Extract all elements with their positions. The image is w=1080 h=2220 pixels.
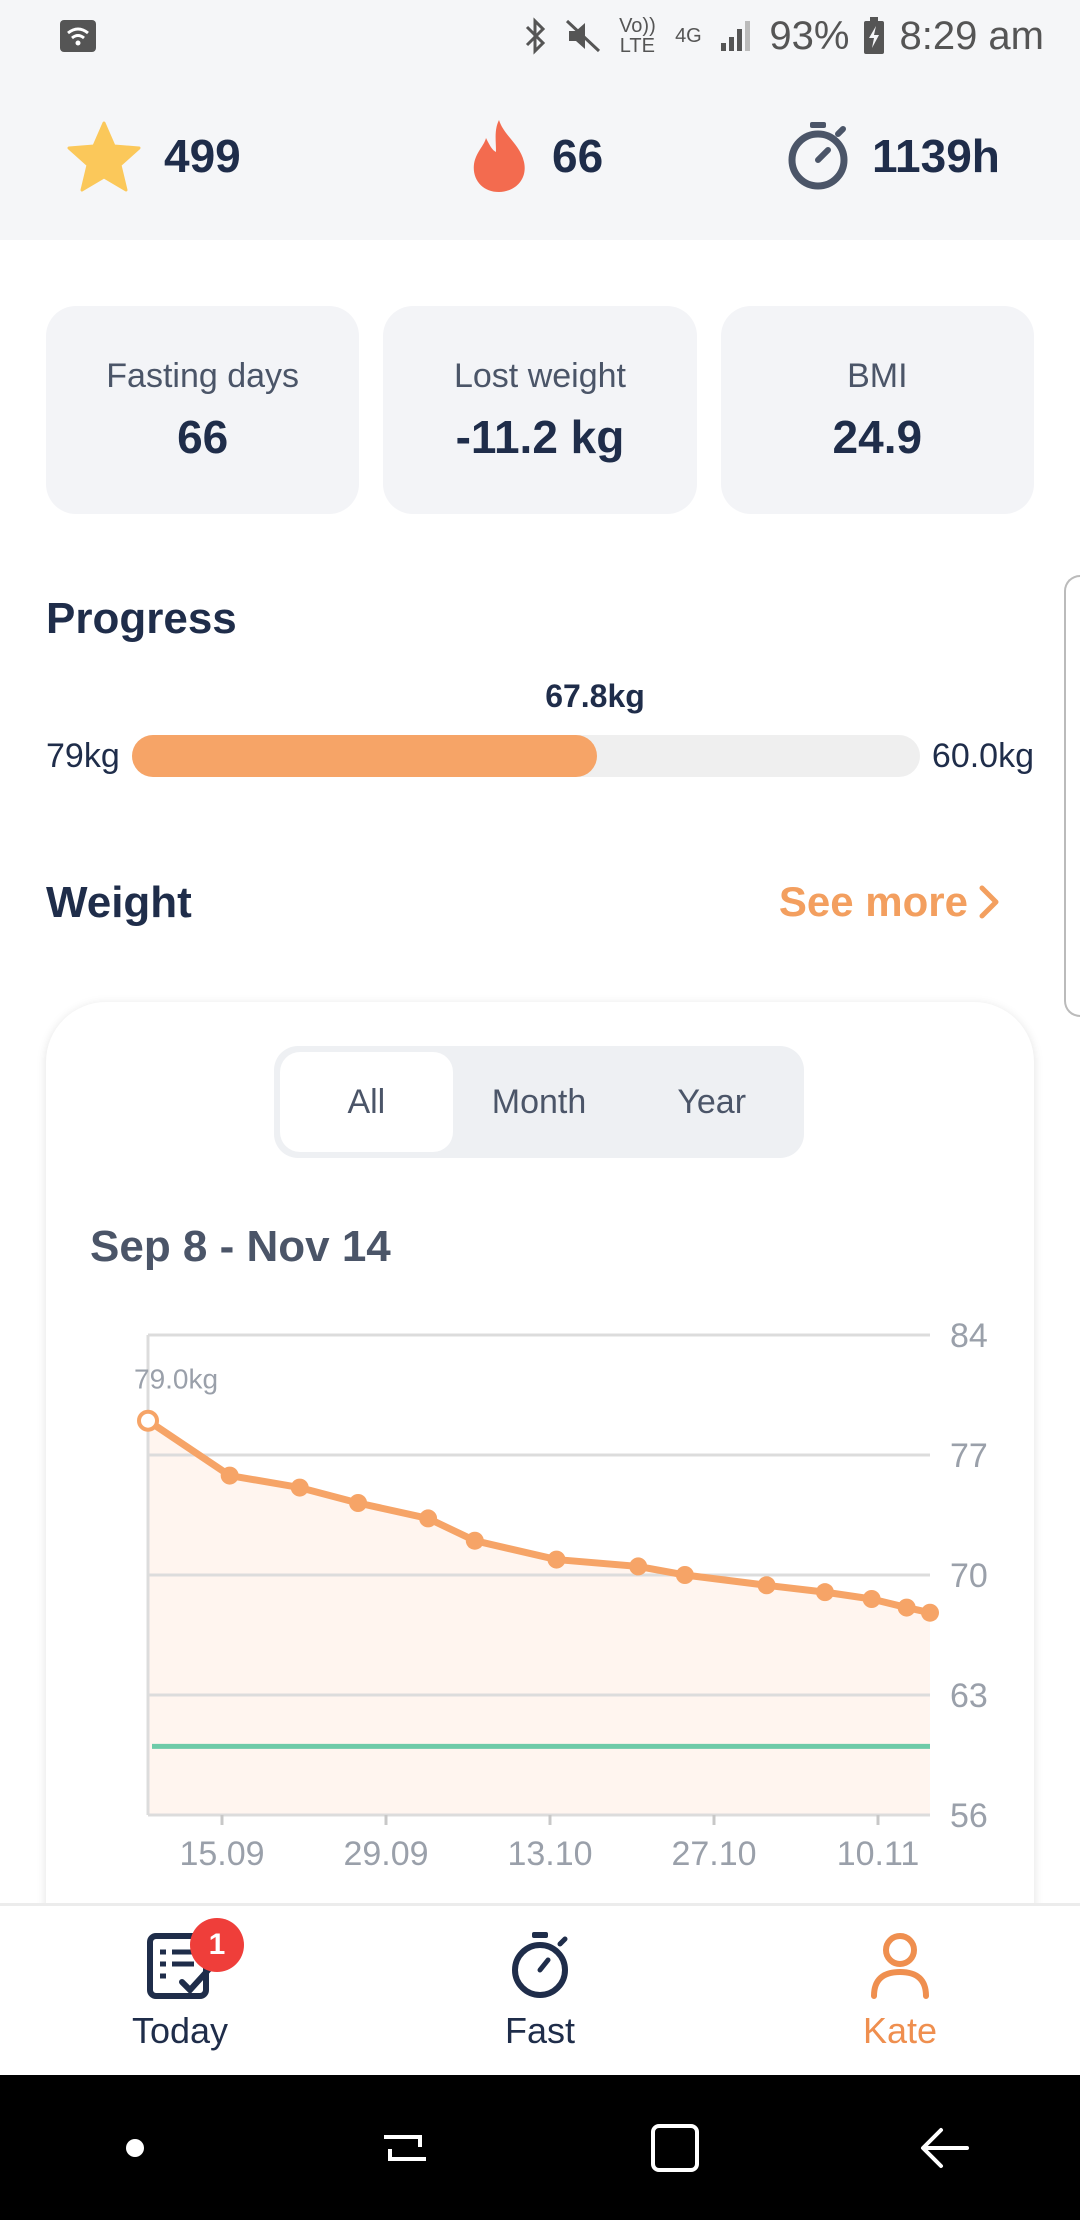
nav-label: Kate xyxy=(862,2009,938,2051)
nav-profile[interactable]: Kate xyxy=(720,1906,1080,2075)
edge-panel-handle[interactable] xyxy=(1064,575,1080,1017)
streak-stat: 66 xyxy=(468,118,603,194)
home-square-icon xyxy=(651,2123,699,2172)
tab-all[interactable]: All xyxy=(280,1052,453,1152)
bluetooth-icon xyxy=(526,17,546,55)
home-button[interactable] xyxy=(635,2108,715,2188)
hours-stat: 1139h xyxy=(786,120,1000,192)
progress-bar-row: 79kg 60.0kg xyxy=(46,732,1034,780)
progress-current-weight: 67.8kg xyxy=(545,678,645,714)
data-point xyxy=(349,1494,368,1512)
x-tick-label: 13.10 xyxy=(507,1835,592,1873)
range-selector: All Month Year xyxy=(274,1046,804,1158)
weight-title: Weight xyxy=(46,878,192,927)
data-point xyxy=(862,1590,881,1608)
dot-icon xyxy=(126,2138,144,2157)
progress-track xyxy=(131,735,920,777)
progress-goal-weight: 60.0kg xyxy=(931,736,1034,775)
data-point xyxy=(547,1550,566,1569)
data-point xyxy=(137,1409,159,1432)
data-point xyxy=(815,1583,834,1602)
y-tick-label: 63 xyxy=(950,1677,988,1715)
progress-title: Progress xyxy=(46,594,237,643)
recents-button[interactable] xyxy=(365,2108,445,2188)
back-button[interactable] xyxy=(905,2108,985,2188)
person-icon xyxy=(871,1932,929,1999)
weight-line-chart: 84 77 70 63 56 15.09 29.09 13.10 27.10 10.11 79.0k… xyxy=(134,1317,988,1873)
data-point xyxy=(757,1576,776,1595)
see-more-link[interactable]: See more xyxy=(779,878,1000,926)
network-label: 4G xyxy=(675,25,702,47)
dot-button[interactable] xyxy=(95,2108,175,2188)
data-point xyxy=(897,1598,916,1617)
fasting-days-card: Fasting days 66 xyxy=(46,306,360,514)
stopwatch-icon xyxy=(512,1931,568,1998)
battery-charging-icon xyxy=(864,17,885,54)
card-label: BMI xyxy=(847,356,908,395)
data-point xyxy=(290,1478,309,1497)
tab-month[interactable]: Month xyxy=(491,1082,587,1121)
nav-label: Fast xyxy=(504,2009,575,2051)
y-tick-label: 56 xyxy=(950,1797,988,1835)
progress-start-weight: 79kg xyxy=(46,736,120,775)
summary-cards: Fasting days 66 Lost weight -11.2 kg BMI… xyxy=(46,306,1034,514)
data-point xyxy=(629,1557,648,1576)
nav-today[interactable]: Today 1 xyxy=(0,1906,360,2075)
nav-label: Today xyxy=(131,2009,229,2051)
data-point xyxy=(465,1531,484,1550)
x-tick-label: 10.11 xyxy=(837,1835,920,1873)
weight-chart-card: All Month Year Sep 8 - Nov 14 84 77 70 63 56… xyxy=(46,1002,1034,1962)
x-tick-label: 15.09 xyxy=(179,1835,264,1873)
back-arrow-icon xyxy=(921,2127,969,2168)
data-point xyxy=(220,1466,239,1485)
volte-label: Vo)) LTE xyxy=(619,15,656,57)
bottom-navigation: Today 1 Fast Kate xyxy=(0,1903,1080,2075)
signal-icon xyxy=(721,21,751,51)
card-value: 24.9 xyxy=(832,410,923,463)
see-more-label: See more xyxy=(778,878,968,925)
stopwatch-icon xyxy=(788,122,848,190)
flame-icon xyxy=(473,120,525,192)
stars-count: 499 xyxy=(164,130,241,182)
wifi-icon xyxy=(60,20,96,52)
y-tick-label: 70 xyxy=(950,1557,988,1595)
system-navigation-bar xyxy=(0,2075,1080,2220)
date-range: Sep 8 - Nov 14 xyxy=(90,1222,391,1271)
y-tick-label: 84 xyxy=(950,1317,988,1355)
lost-weight-card: Lost weight -11.2 kg xyxy=(383,306,697,514)
mute-icon xyxy=(566,19,601,53)
clock-time: 8:29 am xyxy=(899,13,1044,58)
progress-fill xyxy=(131,735,597,777)
first-value-label: 79.0kg xyxy=(134,1364,218,1395)
streak-count: 66 xyxy=(552,130,604,182)
notification-badge: 1 xyxy=(190,1918,244,1972)
card-label: Lost weight xyxy=(453,356,626,395)
recents-icon xyxy=(384,2134,426,2161)
card-label: Fasting days xyxy=(106,356,300,395)
tab-year[interactable]: Year xyxy=(677,1082,747,1121)
nav-fast[interactable]: Fast xyxy=(360,1906,720,2075)
y-tick-label: 77 xyxy=(950,1437,988,1475)
bmi-card: BMI 24.9 xyxy=(720,306,1034,514)
stars-stat: 499 xyxy=(66,119,241,193)
x-tick-label: 27.10 xyxy=(671,1835,756,1873)
card-value: 66 xyxy=(177,410,229,463)
chevron-right-icon xyxy=(979,885,999,919)
data-point xyxy=(419,1509,438,1528)
status-bar: Vo)) LTE 4G 93% 8:29 am xyxy=(0,0,1080,72)
data-point xyxy=(675,1566,694,1584)
card-value: -11.2 kg xyxy=(455,410,625,463)
x-tick-label: 29.09 xyxy=(343,1835,428,1873)
hours-count: 1139h xyxy=(872,130,1000,182)
data-point xyxy=(921,1603,939,1622)
stats-header: 499 66 1139h xyxy=(0,72,1080,240)
chart-area xyxy=(148,1420,930,1815)
star-icon xyxy=(67,121,141,192)
battery-percent: 93% xyxy=(769,13,850,58)
